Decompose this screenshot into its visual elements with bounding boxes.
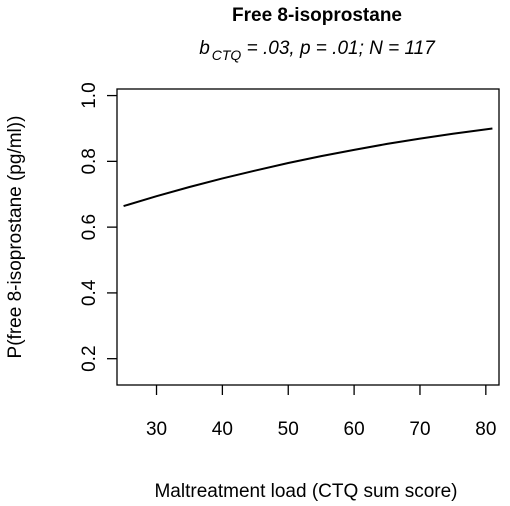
x-tick-label: 40: [212, 419, 233, 440]
y-tick-label: 0.8: [79, 148, 100, 174]
x-tick-label: 80: [475, 419, 496, 440]
chart-subtitle: b CTQ = .03, p = .01; N = 117: [199, 38, 436, 63]
y-tick-label: 1.0: [79, 82, 100, 108]
subtitle-b: b: [199, 38, 210, 59]
x-tick-label: 70: [409, 419, 430, 440]
y-tick-label: 0.4: [79, 279, 100, 306]
x-tick-label: 60: [344, 419, 365, 440]
x-axis-label: Maltreatment load (CTQ sum score): [154, 481, 457, 502]
x-axis: 30 40 50 60 70 80: [146, 385, 496, 440]
subtitle-stats: = .03, p = .01; N = 117: [241, 38, 436, 59]
y-tick-label: 0.2: [79, 345, 100, 371]
x-tick-label: 30: [146, 419, 167, 440]
series-line-0: [123, 127, 493, 208]
series-layer: [123, 127, 493, 208]
x-tick-label: 50: [278, 419, 299, 440]
y-axis: 0.2 0.4 0.6 0.8 1.0: [79, 82, 117, 372]
subtitle-subscript: CTQ: [212, 47, 242, 63]
y-axis-label: P(free 8-isoprostane (pg/ml)): [5, 116, 26, 359]
plot-frame: [116, 88, 500, 386]
y-tick-label: 0.6: [79, 214, 100, 240]
chart-title: Free 8-isoprostane: [232, 5, 402, 26]
